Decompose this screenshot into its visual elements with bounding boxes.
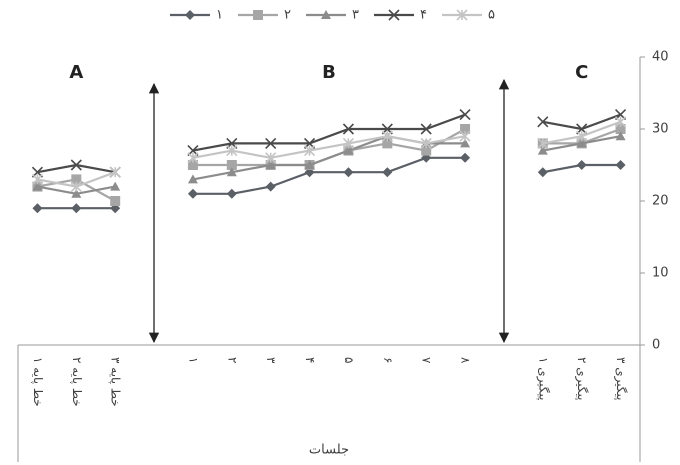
marker [342,123,355,135]
y-tick-label: 40 [652,50,669,65]
marker [343,167,354,178]
x-tick-label: ۶ [381,357,395,363]
x-tick-label: خط پایه ۳ [109,357,123,407]
marker [71,174,82,185]
y-tick-label: 20 [652,194,669,209]
series-line [37,120,621,188]
x-tick-label: ۲ [225,357,239,363]
legend-marker [321,10,331,19]
marker [70,159,82,171]
legend-label: ۲ [284,8,291,23]
marker [110,181,121,191]
marker [537,137,549,149]
marker [615,124,626,134]
marker [303,145,316,157]
x-tick-label: ۷ [420,357,434,364]
x-axis-title: جلسات [309,443,349,458]
marker [70,181,82,193]
x-tick-label: ۴ [303,357,317,363]
marker [226,145,238,157]
phase-label: C [575,62,588,83]
legend-marker [456,9,468,21]
marker [265,181,276,192]
marker [421,145,432,156]
x-tick-label: خط پایه ۲ [70,357,84,407]
marker [110,196,121,206]
marker [420,123,432,135]
marker [460,152,471,163]
marker [226,160,237,170]
marker [460,124,471,134]
marker [537,145,548,155]
marker [226,188,237,199]
marker [187,188,198,199]
marker [31,173,44,185]
marker [265,152,277,164]
legend-label: ۴ [420,8,427,23]
marker [420,137,432,149]
marker [459,130,471,142]
marker [576,138,587,148]
series-line [37,156,621,210]
marker [459,109,471,121]
marker [382,167,393,178]
marker [304,160,315,169]
y-tick-label: 0 [652,338,660,353]
legend-marker [253,10,263,20]
legend-label: ۵ [488,8,495,23]
x-tick-label: پیگیری ۲ [574,357,589,401]
marker [382,138,393,149]
marker [615,131,626,141]
marker [342,137,355,149]
series-line [37,127,621,202]
legend-label: ۱ [216,8,223,23]
marker [265,137,277,149]
legend-marker [185,10,195,20]
phase-label: B [322,62,336,83]
phase-label: A [69,62,83,83]
marker [615,160,626,170]
marker [576,130,588,142]
marker [381,130,393,142]
series-line [37,135,621,195]
marker [537,116,549,128]
marker [576,160,587,170]
x-tick-label: ۳ [264,357,278,364]
y-tick-label: 30 [652,122,669,137]
marker [460,138,471,148]
marker [187,174,198,184]
legend-label: ۳ [352,8,359,23]
series-line [37,113,621,174]
y-tick-label: 10 [652,266,669,281]
marker [226,167,237,177]
marker [537,167,548,178]
x-tick-label: ۵ [342,357,356,363]
marker [71,203,82,214]
x-tick-label: پیگیری ۱ [535,357,550,401]
legend-marker [388,9,400,21]
x-tick-label: ۱ [186,357,200,363]
marker [614,116,627,128]
marker [265,160,276,169]
marker [187,160,198,170]
x-tick-label: ۸ [459,357,473,364]
x-tick-label: پیگیری ۳ [613,357,628,401]
marker [109,166,121,178]
marker [71,188,82,198]
marker [32,181,43,191]
marker [187,152,199,164]
x-tick-label: خط پایه ۱ [31,357,45,407]
marker [343,145,354,155]
marker [32,203,43,214]
